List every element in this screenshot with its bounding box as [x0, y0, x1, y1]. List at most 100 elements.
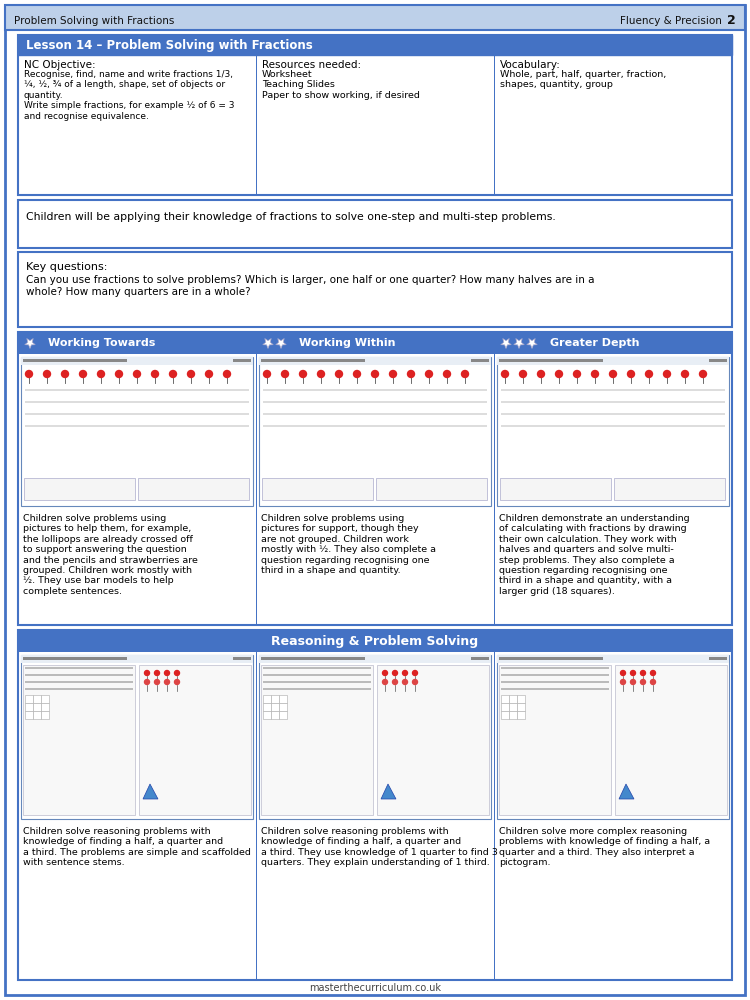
- Circle shape: [353, 370, 361, 377]
- Circle shape: [403, 680, 407, 684]
- Text: Lesson 14 – Problem Solving with Fractions: Lesson 14 – Problem Solving with Fractio…: [26, 38, 313, 51]
- Bar: [261, 656, 365, 660]
- Circle shape: [443, 370, 451, 377]
- Circle shape: [281, 370, 289, 377]
- Bar: [24, 478, 135, 500]
- Bar: [25, 674, 133, 676]
- Bar: [256, 332, 257, 625]
- Text: Can you use fractions to solve problems? Which is larger, one half or one quarte: Can you use fractions to solve problems?…: [26, 275, 595, 297]
- Bar: [497, 655, 729, 819]
- Bar: [501, 667, 609, 669]
- Bar: [497, 655, 729, 663]
- Circle shape: [520, 370, 526, 377]
- Bar: [33, 711, 41, 719]
- Circle shape: [382, 670, 388, 676]
- Circle shape: [145, 680, 149, 684]
- Circle shape: [646, 370, 652, 377]
- Bar: [497, 357, 729, 506]
- Bar: [271, 711, 279, 719]
- Bar: [271, 695, 279, 703]
- Circle shape: [620, 680, 626, 684]
- Bar: [256, 55, 257, 195]
- Text: Worksheet
Teaching Slides
Paper to show working, if desired: Worksheet Teaching Slides Paper to show …: [262, 70, 420, 100]
- Text: masterthecurriculum.co.uk: masterthecurriculum.co.uk: [309, 983, 441, 993]
- Circle shape: [175, 680, 179, 684]
- Text: Working Within: Working Within: [299, 338, 395, 348]
- Text: Recognise, find, name and write fractions 1/3,
¼, ½, ¾ of a length, shape, set o: Recognise, find, name and write fraction…: [24, 70, 235, 121]
- Circle shape: [650, 680, 656, 684]
- Bar: [494, 332, 732, 354]
- Bar: [25, 389, 249, 390]
- Bar: [23, 665, 135, 815]
- Bar: [25, 711, 33, 719]
- Circle shape: [382, 680, 388, 684]
- Bar: [494, 55, 495, 195]
- Bar: [509, 711, 517, 719]
- Bar: [18, 252, 732, 327]
- Bar: [23, 359, 128, 361]
- Bar: [33, 703, 41, 711]
- Bar: [501, 425, 725, 426]
- Bar: [263, 688, 371, 690]
- Bar: [25, 681, 133, 683]
- Bar: [23, 656, 128, 660]
- Circle shape: [664, 370, 670, 377]
- Circle shape: [62, 370, 68, 377]
- Circle shape: [175, 670, 179, 676]
- Circle shape: [413, 680, 418, 684]
- Circle shape: [164, 680, 170, 684]
- Bar: [500, 478, 611, 500]
- Circle shape: [224, 370, 230, 377]
- Circle shape: [80, 370, 86, 377]
- Circle shape: [44, 370, 50, 377]
- Circle shape: [145, 670, 149, 676]
- Bar: [263, 674, 371, 676]
- Circle shape: [206, 370, 212, 377]
- Bar: [18, 332, 256, 354]
- Bar: [263, 703, 271, 711]
- Bar: [263, 695, 271, 703]
- Circle shape: [425, 370, 433, 377]
- Circle shape: [154, 670, 160, 676]
- Circle shape: [640, 670, 646, 676]
- Polygon shape: [25, 339, 35, 349]
- Circle shape: [502, 370, 509, 377]
- Bar: [18, 630, 732, 980]
- Bar: [279, 703, 287, 711]
- Bar: [509, 695, 517, 703]
- Bar: [25, 425, 249, 426]
- Bar: [18, 35, 732, 55]
- Bar: [517, 695, 525, 703]
- Circle shape: [620, 670, 626, 676]
- Circle shape: [628, 370, 634, 377]
- Bar: [497, 357, 729, 365]
- Bar: [279, 711, 287, 719]
- Circle shape: [116, 370, 122, 377]
- Circle shape: [700, 370, 706, 377]
- Circle shape: [26, 370, 32, 377]
- Bar: [471, 656, 489, 660]
- Bar: [499, 656, 604, 660]
- Circle shape: [98, 370, 104, 377]
- Bar: [501, 389, 725, 390]
- Bar: [501, 703, 509, 711]
- Bar: [25, 703, 33, 711]
- Bar: [517, 703, 525, 711]
- Bar: [501, 681, 609, 683]
- Bar: [263, 681, 371, 683]
- Bar: [21, 655, 253, 663]
- Bar: [377, 665, 489, 815]
- Polygon shape: [526, 339, 537, 349]
- Polygon shape: [262, 339, 273, 349]
- Polygon shape: [381, 784, 396, 799]
- Polygon shape: [514, 339, 524, 349]
- Bar: [279, 695, 287, 703]
- Circle shape: [610, 370, 616, 377]
- Bar: [25, 688, 133, 690]
- Bar: [25, 413, 249, 414]
- Text: Resources needed:: Resources needed:: [262, 60, 362, 70]
- Text: Children solve problems using
pictures to help them, for example,
the lollipops : Children solve problems using pictures t…: [23, 514, 198, 596]
- Circle shape: [392, 680, 398, 684]
- Text: Vocabulary:: Vocabulary:: [500, 60, 561, 70]
- Bar: [41, 703, 49, 711]
